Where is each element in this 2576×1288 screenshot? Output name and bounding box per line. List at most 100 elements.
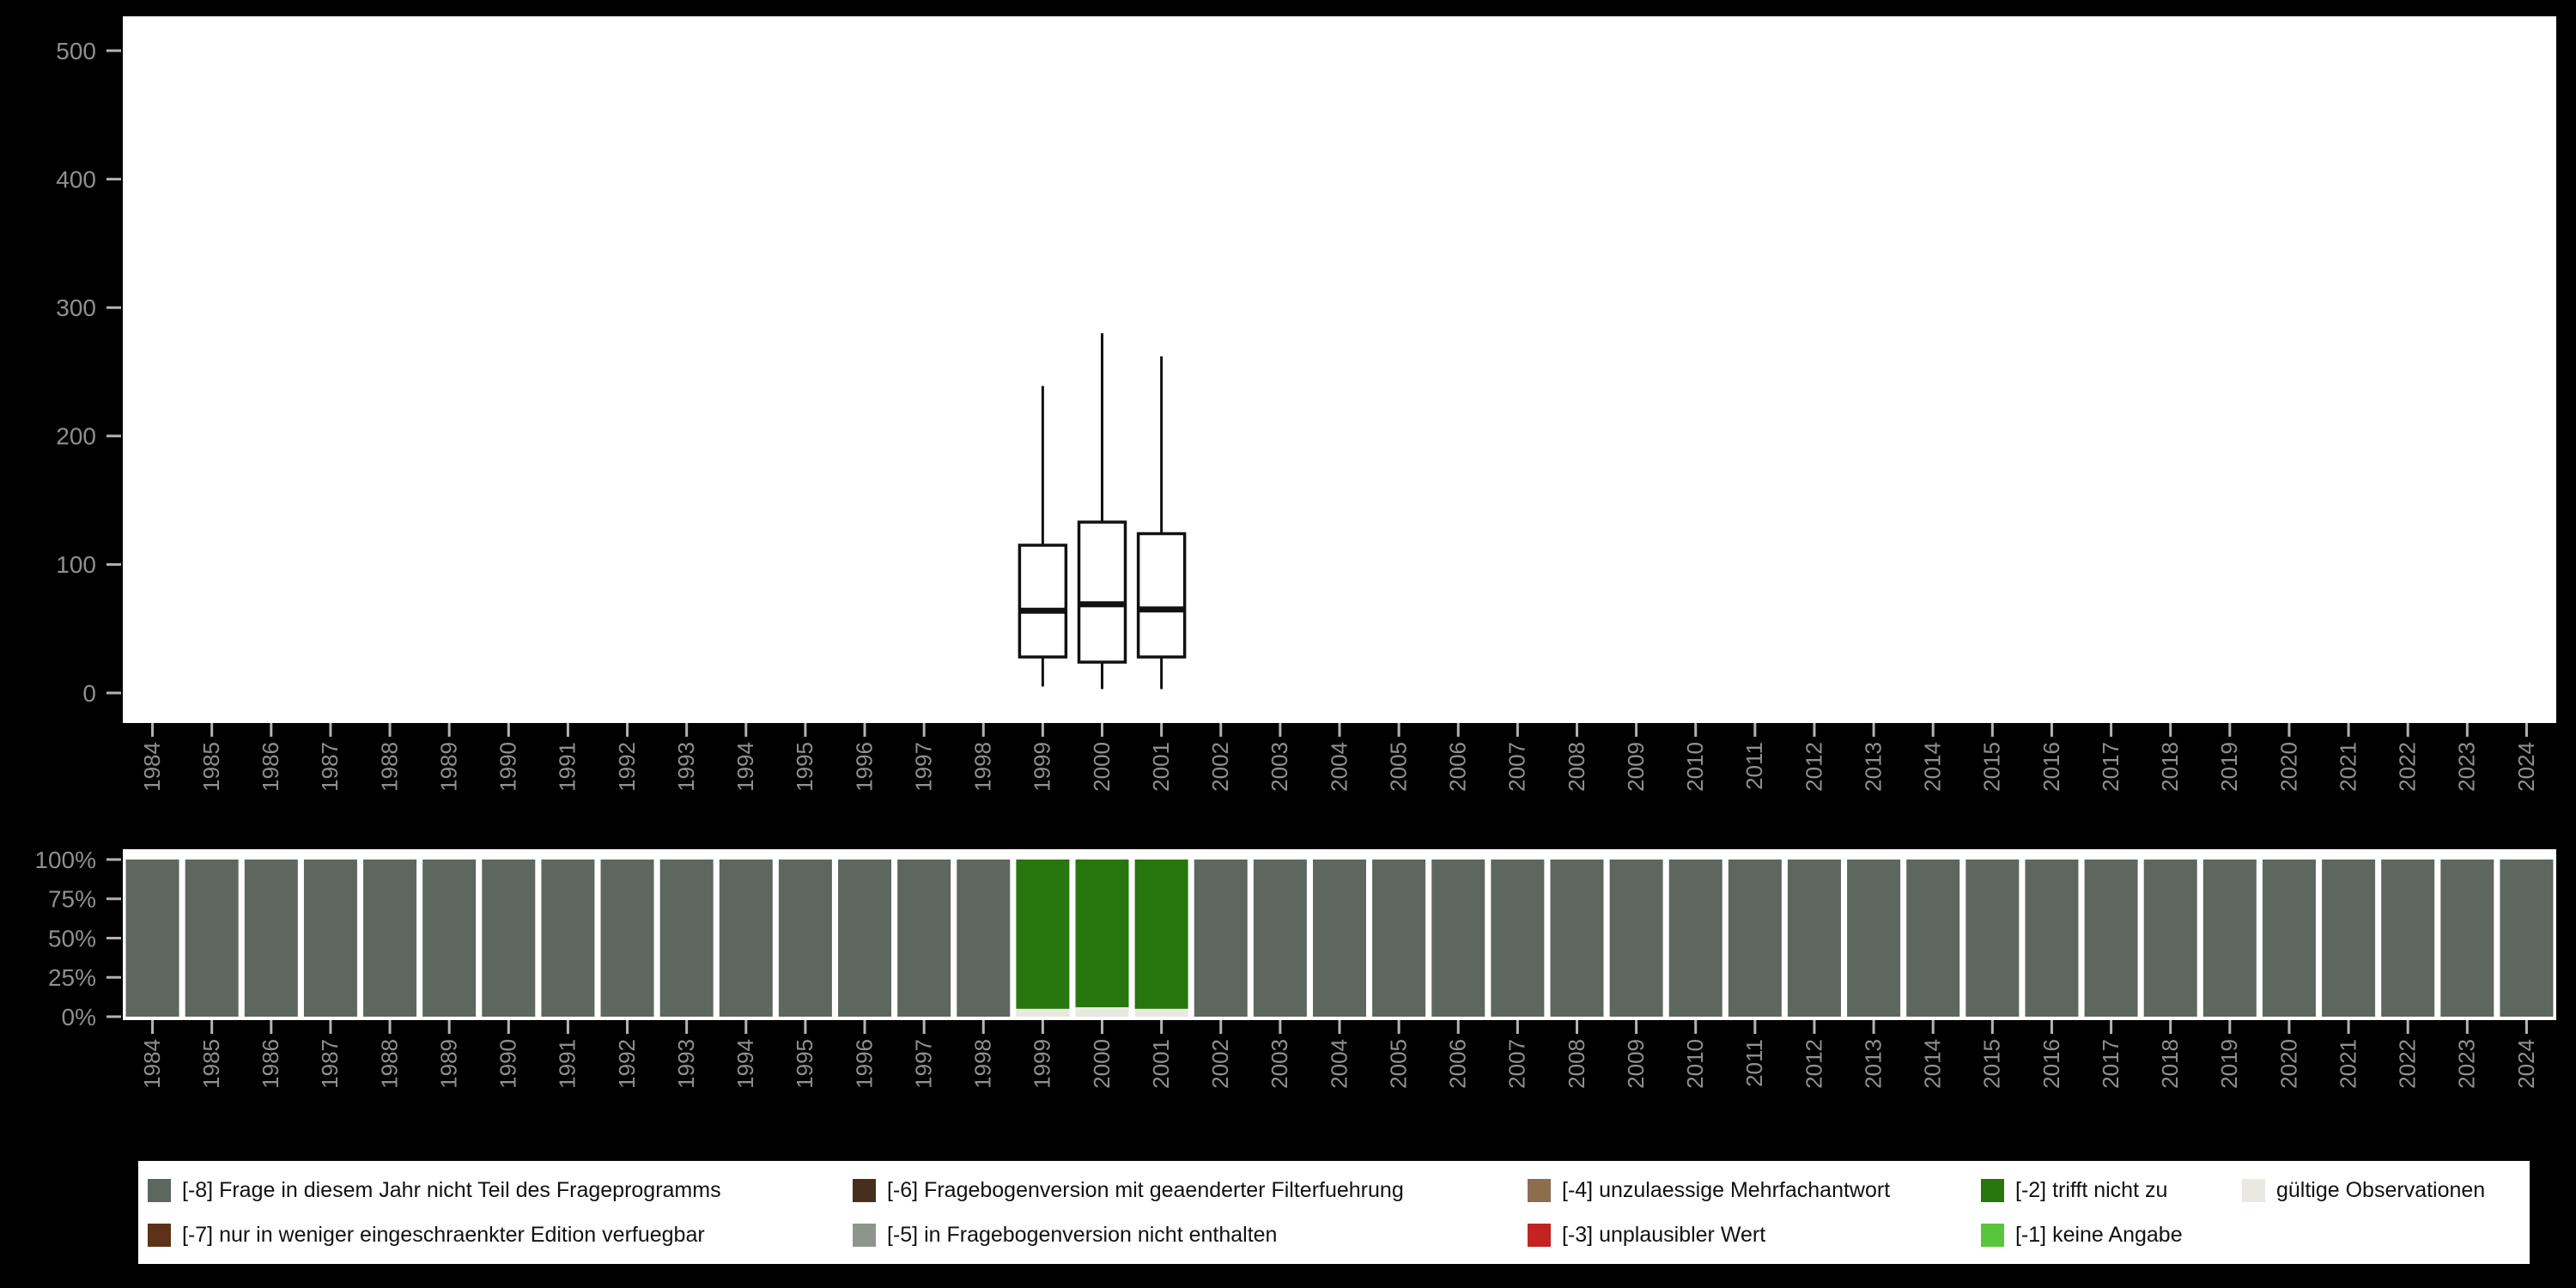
legend-swatch-missing_3 bbox=[1528, 1224, 1551, 1247]
percent-tick-label: 50% bbox=[48, 925, 96, 951]
year-label: 1989 bbox=[435, 1039, 461, 1089]
year-label: 2019 bbox=[2216, 742, 2242, 792]
bar-segment bbox=[659, 860, 714, 1017]
legend-item: [-8] Frage in diesem Jahr nicht Teil des… bbox=[148, 1179, 721, 1202]
year-label: 1986 bbox=[258, 1039, 283, 1089]
year-label: 2021 bbox=[2335, 1039, 2360, 1089]
year-label: 2024 bbox=[2513, 1039, 2539, 1089]
year-label: 1987 bbox=[317, 742, 343, 792]
year-label: 1985 bbox=[198, 742, 224, 792]
year-label: 2008 bbox=[1564, 742, 1589, 792]
bar-segment bbox=[600, 860, 654, 1017]
bar-segment bbox=[1906, 860, 1960, 1017]
year-label: 1993 bbox=[673, 1039, 699, 1089]
bar-segment bbox=[1016, 1008, 1070, 1017]
bar-segment bbox=[1075, 1007, 1129, 1017]
year-label: 2015 bbox=[1979, 742, 2005, 792]
bar-segment bbox=[363, 860, 417, 1017]
bar-segment bbox=[2381, 860, 2435, 1017]
year-label: 2012 bbox=[1801, 742, 1826, 792]
year-label: 2013 bbox=[1860, 1039, 1886, 1089]
bar-segment bbox=[957, 860, 1011, 1017]
year-label: 2010 bbox=[1682, 742, 1708, 792]
bar-segment bbox=[1134, 860, 1188, 1009]
legend-label: [-7] nur in weniger eingeschraenkter Edi… bbox=[182, 1223, 705, 1247]
bar-segment bbox=[1431, 860, 1485, 1017]
year-label: 2022 bbox=[2395, 1039, 2421, 1089]
year-label: 1987 bbox=[317, 1039, 343, 1089]
year-label: 2004 bbox=[1326, 742, 1352, 792]
legend-swatch-missing_7 bbox=[148, 1224, 171, 1247]
year-label: 2012 bbox=[1801, 1039, 1826, 1089]
percent-tick-label: 0% bbox=[62, 1004, 96, 1030]
year-label: 2014 bbox=[1920, 1039, 1946, 1089]
legend-item: [-4] unzulaessige Mehrfachantwort bbox=[1528, 1179, 1890, 1202]
bar-segment bbox=[541, 860, 595, 1017]
year-label: 1996 bbox=[851, 1039, 877, 1089]
percent-tick-label: 25% bbox=[48, 964, 96, 991]
year-label: 2005 bbox=[1385, 742, 1411, 792]
legend-item: [-5] in Fragebogenversion nicht enthalte… bbox=[853, 1224, 1277, 1247]
bar-segment bbox=[303, 860, 357, 1017]
percent-tick-label: 75% bbox=[48, 886, 96, 913]
year-label: 2002 bbox=[1207, 1039, 1233, 1089]
year-label: 2005 bbox=[1385, 1039, 1411, 1089]
year-label: 1993 bbox=[673, 742, 699, 792]
bar-segment bbox=[244, 860, 298, 1017]
bar-segment bbox=[1550, 860, 1604, 1017]
year-label: 2002 bbox=[1207, 742, 1233, 792]
bar-segment bbox=[2025, 860, 2079, 1017]
year-label: 2024 bbox=[2513, 742, 2539, 792]
legend-swatch-missing_6 bbox=[853, 1179, 876, 1202]
bar-segment bbox=[1134, 1008, 1188, 1017]
year-label: 2006 bbox=[1445, 742, 1471, 792]
year-label: 1986 bbox=[258, 742, 283, 792]
legend-item: gültige Observationen bbox=[2242, 1179, 2485, 1202]
year-label: 2007 bbox=[1504, 1039, 1530, 1089]
legend-label: [-6] Fragebogenversion mit geaenderter F… bbox=[887, 1178, 1404, 1202]
bar-segment bbox=[2084, 860, 2138, 1017]
year-label: 2023 bbox=[2454, 1039, 2480, 1089]
legend-swatch-valid bbox=[2242, 1179, 2265, 1202]
year-label: 2011 bbox=[1741, 742, 1767, 790]
year-label: 1996 bbox=[851, 742, 877, 792]
year-label: 2014 bbox=[1920, 742, 1946, 792]
bar-segment bbox=[1253, 860, 1307, 1017]
year-label: 2020 bbox=[2275, 742, 2301, 792]
legend-item: [-6] Fragebogenversion mit geaenderter F… bbox=[853, 1179, 1404, 1202]
year-label: 2016 bbox=[2038, 1039, 2064, 1089]
year-label: 2021 bbox=[2335, 742, 2360, 792]
year-label: 1992 bbox=[614, 1039, 640, 1089]
year-label: 1990 bbox=[495, 1039, 521, 1089]
year-label: 2017 bbox=[2098, 1039, 2123, 1089]
legend-item: [-2] trifft nicht zu bbox=[1981, 1179, 2167, 1202]
year-label: 1998 bbox=[970, 1039, 996, 1089]
year-label: 1997 bbox=[910, 1039, 936, 1089]
year-label: 2004 bbox=[1326, 1039, 1352, 1089]
legend-label: gültige Observationen bbox=[2276, 1178, 2486, 1202]
year-label: 2013 bbox=[1860, 742, 1886, 792]
legend-label: [-5] in Fragebogenversion nicht enthalte… bbox=[887, 1223, 1278, 1247]
legend-swatch-missing_4 bbox=[1528, 1179, 1551, 1202]
bar-segment bbox=[1075, 860, 1129, 1008]
bar-segment bbox=[1965, 860, 2020, 1017]
bar-segment bbox=[1016, 860, 1070, 1009]
bar-segment bbox=[2202, 860, 2257, 1017]
year-label: 2017 bbox=[2098, 742, 2123, 792]
bar-segment bbox=[2322, 860, 2376, 1017]
year-label: 1999 bbox=[1030, 742, 1055, 792]
boxplot-box bbox=[1077, 520, 1127, 664]
legend-label: [-4] unzulaessige Mehrfachantwort bbox=[1562, 1178, 1891, 1202]
y-tick-label: 400 bbox=[56, 166, 96, 192]
legend-label: [-1] keine Angabe bbox=[2015, 1223, 2183, 1247]
bar-segment bbox=[1728, 860, 1782, 1017]
bar-segment bbox=[778, 860, 832, 1017]
year-label: 2016 bbox=[2038, 742, 2064, 792]
year-label: 1999 bbox=[1030, 1039, 1055, 1089]
y-tick-label: 200 bbox=[56, 423, 96, 450]
legend-label: [-3] unplausibler Wert bbox=[1562, 1223, 1766, 1247]
year-label: 1984 bbox=[139, 742, 165, 792]
year-label: 1991 bbox=[555, 1039, 580, 1089]
percent-tick-label: 100% bbox=[34, 847, 96, 873]
